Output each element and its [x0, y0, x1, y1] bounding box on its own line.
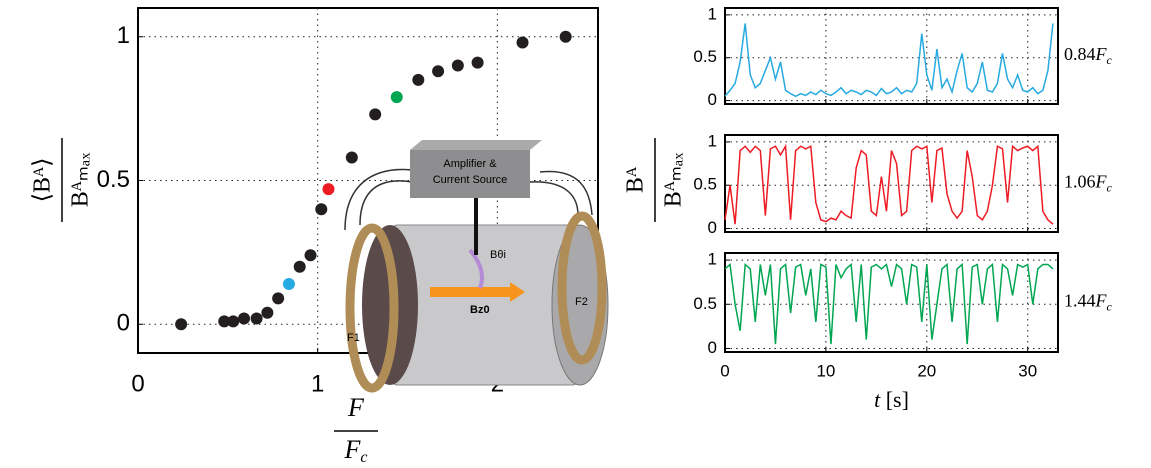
y-tick-label: 0: [708, 338, 717, 357]
y-label-numerator: Bᴬ: [623, 166, 649, 193]
label-part: F: [1095, 291, 1108, 311]
x-label-numerator: F: [347, 393, 365, 422]
panel: 00.51012: [97, 7, 599, 397]
point: [261, 306, 274, 319]
y-tick-label: 0.5: [693, 294, 717, 313]
y-tick-label: 1: [708, 250, 717, 269]
y-label-numerator: ⟨Bᴬ⟩: [30, 158, 56, 203]
panel: 0 0.5 1 0.84Fc: [693, 4, 1112, 109]
label-part: c: [1107, 53, 1113, 67]
label-part: F: [1095, 44, 1108, 64]
point: [238, 312, 251, 325]
series-line: [724, 23, 1054, 98]
x-tick-label: 10: [816, 361, 835, 380]
label-part: F: [344, 435, 362, 464]
annotation: F1: [347, 332, 360, 344]
x-tick-label: 20: [917, 361, 936, 380]
point: [227, 315, 240, 328]
box-top: [410, 140, 542, 150]
label-part: c: [360, 449, 367, 466]
wire: [344, 168, 593, 231]
y-tick-label: 0: [117, 310, 130, 337]
coil: [345, 223, 399, 393]
y-tick-label: 0: [708, 218, 717, 237]
x-axis-label: t [s]: [874, 387, 909, 412]
y-axis-label: ⟨Bᴬ⟩ Bᴬₘₐₓ: [30, 138, 94, 222]
point: [272, 292, 285, 305]
y-tick-label: 0.5: [693, 47, 717, 66]
series-label: 1.06Fc: [1064, 172, 1113, 195]
point: [175, 318, 188, 331]
plot-frame: [724, 134, 1059, 233]
point: [293, 260, 306, 273]
point: [559, 30, 572, 43]
series-line: [724, 262, 1054, 345]
label-part: [s]: [880, 387, 909, 412]
y-label-denominator: Bᴬₘₐₓ: [661, 153, 687, 208]
y-tick-label: 0.5: [97, 166, 130, 193]
label-part: 0.84: [1064, 44, 1096, 64]
series-line: [724, 143, 1054, 225]
point: [390, 91, 403, 104]
apparatus-diagram: Amplifier & Current Source Bθi Bz0 F1 F2: [344, 140, 609, 393]
y-tick-label: 1: [117, 22, 130, 49]
point: [218, 315, 231, 328]
annotation: Amplifier &: [443, 158, 497, 170]
field-arrow-head: [510, 282, 525, 302]
annotation: Bθi: [490, 249, 506, 261]
annotation: Current Source: [433, 174, 508, 186]
x-tick-label: 1: [311, 370, 324, 397]
point: [369, 108, 382, 121]
x-tick-label: 30: [1018, 361, 1037, 380]
label-part: c: [1107, 180, 1113, 194]
label-part: t: [874, 387, 881, 412]
x-label-denominator: Fc: [344, 435, 368, 466]
point: [345, 151, 358, 164]
plot-frame: [724, 252, 1059, 353]
panel: 0 0.5 1 1.06Fc: [693, 131, 1112, 237]
point: [304, 249, 317, 262]
y-tick-label: 1: [708, 131, 717, 150]
point: [516, 36, 529, 49]
label-part: 1.44: [1064, 291, 1096, 311]
field-arrow: [430, 287, 510, 297]
point: [322, 183, 335, 196]
coil: [557, 211, 607, 365]
point: [432, 65, 445, 78]
label-part: F: [1095, 172, 1108, 192]
point: [451, 59, 464, 72]
point: [282, 278, 295, 290]
panel: 00.510 10 20 301.44Fc: [693, 250, 1112, 381]
series-label: 1.44Fc: [1064, 291, 1113, 314]
label-part: 1.06: [1064, 172, 1096, 192]
annotation: Bz0: [470, 304, 490, 316]
y-tick-label: 0: [708, 90, 717, 109]
series-label: 0.84Fc: [1064, 44, 1113, 67]
plot-frame: [724, 7, 1059, 105]
y-axis-label: Bᴬ Bᴬₘₐₓ: [623, 138, 687, 222]
x-tick-label: 0: [131, 370, 144, 397]
label-part: c: [1107, 299, 1113, 313]
point: [412, 73, 425, 86]
point: [250, 312, 263, 325]
x-tick-label: 0: [720, 361, 729, 380]
annotation: F2: [575, 296, 588, 308]
amplifier-box: [410, 150, 530, 198]
y-label-denominator: Bᴬₘₐₓ: [68, 153, 94, 208]
point: [315, 203, 328, 216]
y-tick-label: 0.5: [693, 175, 717, 194]
point: [471, 56, 484, 69]
y-tick-label: 1: [708, 4, 717, 23]
field-arrow: [468, 248, 484, 289]
